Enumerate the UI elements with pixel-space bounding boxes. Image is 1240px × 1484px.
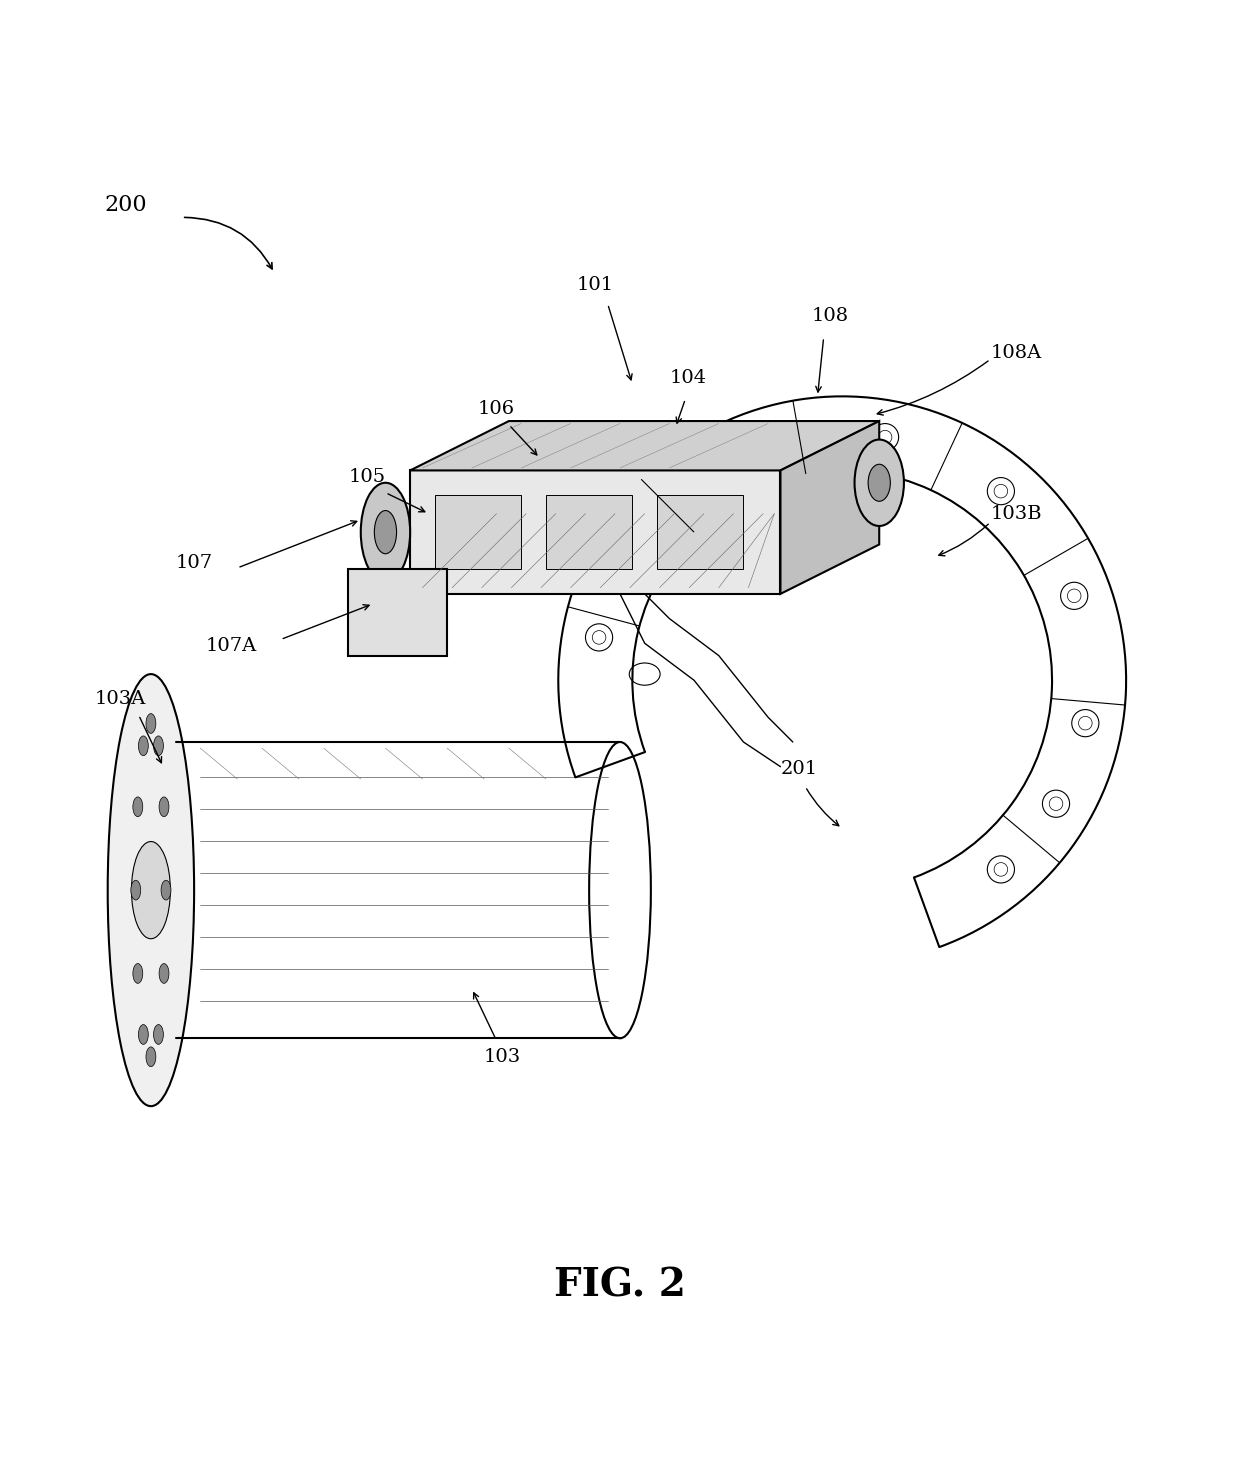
Ellipse shape <box>133 963 143 984</box>
Ellipse shape <box>154 736 164 755</box>
Ellipse shape <box>108 674 195 1106</box>
Text: 107A: 107A <box>206 637 257 654</box>
Text: 103B: 103B <box>991 505 1042 522</box>
Ellipse shape <box>161 880 171 899</box>
Ellipse shape <box>361 482 410 582</box>
Text: 103A: 103A <box>94 690 146 708</box>
Ellipse shape <box>159 963 169 984</box>
Text: 104: 104 <box>670 370 707 387</box>
Ellipse shape <box>133 797 143 816</box>
Ellipse shape <box>374 510 397 554</box>
Text: 101: 101 <box>577 276 614 294</box>
Text: 106: 106 <box>477 399 515 417</box>
Text: FIG. 2: FIG. 2 <box>554 1266 686 1304</box>
Text: 201: 201 <box>780 760 817 778</box>
Text: 108: 108 <box>811 307 848 325</box>
Text: 108A: 108A <box>991 344 1042 362</box>
Ellipse shape <box>146 1046 156 1067</box>
FancyBboxPatch shape <box>435 496 521 570</box>
FancyBboxPatch shape <box>410 470 780 594</box>
FancyBboxPatch shape <box>348 570 448 656</box>
Polygon shape <box>780 421 879 594</box>
Ellipse shape <box>139 1024 149 1045</box>
Text: 200: 200 <box>105 194 148 217</box>
Ellipse shape <box>139 736 149 755</box>
Ellipse shape <box>868 464 890 502</box>
Text: 107: 107 <box>176 554 213 571</box>
FancyBboxPatch shape <box>546 496 632 570</box>
Ellipse shape <box>131 841 170 939</box>
Ellipse shape <box>131 880 140 899</box>
Polygon shape <box>410 421 879 470</box>
Ellipse shape <box>159 797 169 816</box>
Ellipse shape <box>146 714 156 733</box>
Ellipse shape <box>154 1024 164 1045</box>
FancyBboxPatch shape <box>657 496 744 570</box>
Text: 103: 103 <box>484 1048 521 1066</box>
Text: 105: 105 <box>348 467 386 485</box>
Ellipse shape <box>854 439 904 525</box>
